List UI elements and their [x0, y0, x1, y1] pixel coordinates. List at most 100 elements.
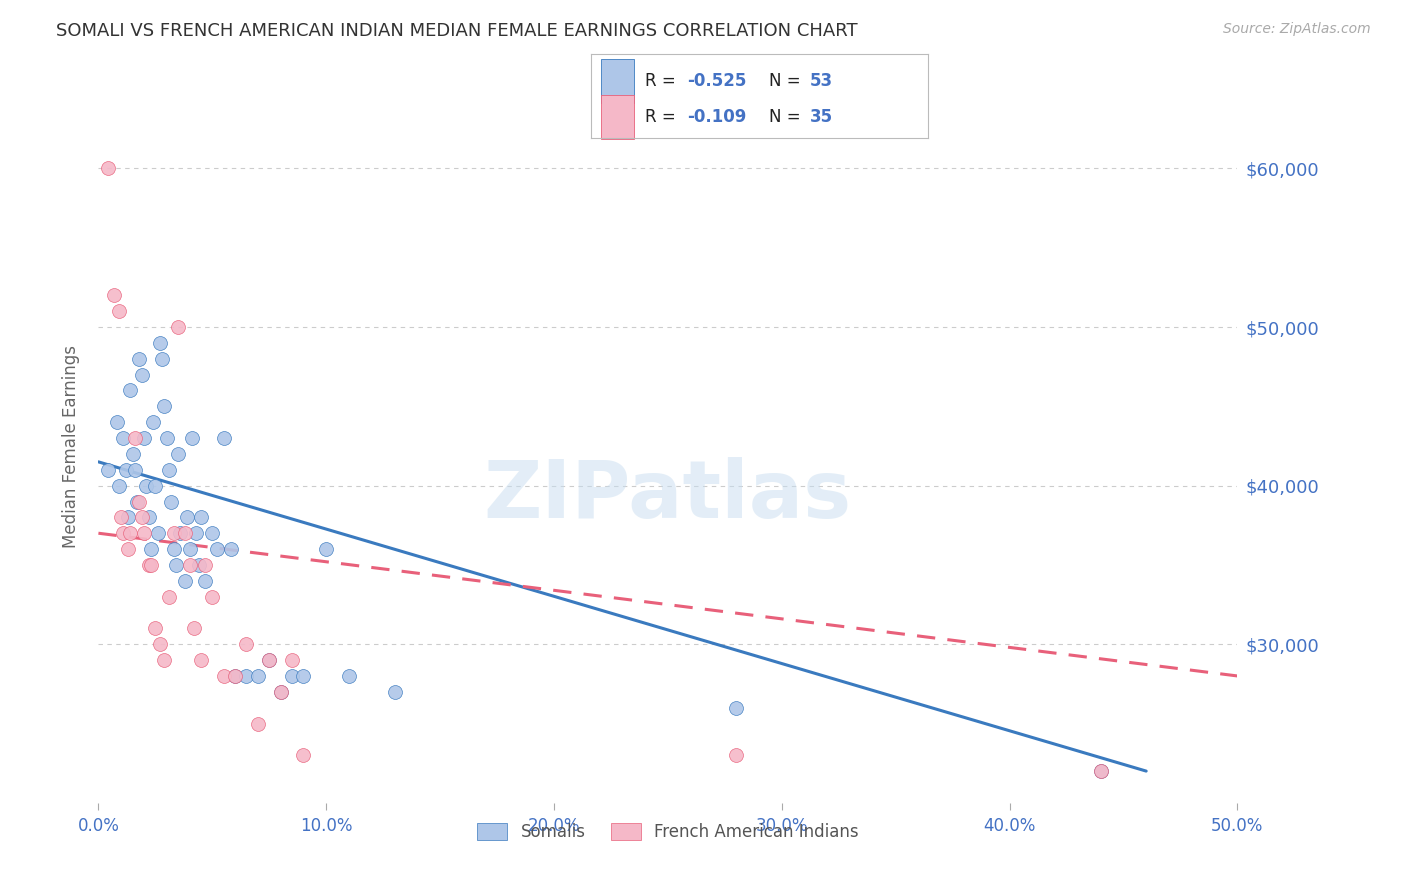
Point: [138, 510, 160, 524]
Text: R =: R =: [644, 108, 681, 126]
Point: [205, 542, 228, 557]
Point: [292, 748, 315, 763]
Y-axis label: Median Female Earnings: Median Female Earnings: [62, 344, 80, 548]
Point: [725, 748, 748, 763]
Point: [337, 669, 360, 683]
Text: R =: R =: [644, 71, 681, 89]
Point: [124, 463, 146, 477]
Point: [259, 653, 281, 667]
Point: [224, 669, 246, 683]
Point: [160, 494, 183, 508]
Point: [162, 542, 184, 557]
Point: [153, 653, 176, 667]
Point: [156, 431, 179, 445]
Point: [384, 685, 406, 699]
Point: [212, 669, 235, 683]
Point: [281, 669, 304, 683]
Text: SOMALI VS FRENCH AMERICAN INDIAN MEDIAN FEMALE EARNINGS CORRELATION CHART: SOMALI VS FRENCH AMERICAN INDIAN MEDIAN …: [56, 22, 858, 40]
Point: [190, 653, 212, 667]
Point: [186, 526, 208, 541]
Text: Source: ZipAtlas.com: Source: ZipAtlas.com: [1223, 22, 1371, 37]
Point: [174, 526, 197, 541]
Point: [281, 653, 304, 667]
Point: [246, 716, 269, 731]
Point: [153, 400, 176, 414]
Point: [114, 463, 136, 477]
Legend: Somalis, French American Indians: Somalis, French American Indians: [471, 816, 865, 848]
Point: [1090, 764, 1112, 778]
Point: [167, 320, 190, 334]
Point: [127, 494, 149, 508]
Point: [194, 574, 217, 588]
Point: [117, 542, 139, 557]
Point: [315, 542, 337, 557]
Point: [96, 161, 118, 176]
Point: [179, 542, 201, 557]
Point: [201, 526, 224, 541]
Point: [142, 415, 165, 429]
Point: [112, 431, 135, 445]
Point: [224, 669, 246, 683]
Text: N =: N =: [769, 71, 806, 89]
Point: [146, 526, 169, 541]
Point: [246, 669, 269, 683]
Point: [131, 368, 153, 382]
Point: [169, 526, 191, 541]
Point: [145, 621, 167, 635]
Point: [201, 590, 224, 604]
Point: [165, 558, 187, 572]
Point: [132, 431, 155, 445]
Point: [149, 637, 172, 651]
Point: [139, 558, 162, 572]
Point: [174, 574, 197, 588]
Point: [131, 510, 153, 524]
Point: [725, 700, 748, 714]
Point: [194, 558, 217, 572]
Point: [259, 653, 281, 667]
Point: [149, 335, 172, 350]
Point: [138, 558, 160, 572]
Text: N =: N =: [769, 108, 806, 126]
Point: [112, 526, 135, 541]
Point: [190, 510, 212, 524]
Text: -0.525: -0.525: [686, 71, 747, 89]
Text: -0.109: -0.109: [686, 108, 747, 126]
Point: [145, 478, 167, 492]
Point: [108, 304, 131, 318]
Point: [132, 526, 155, 541]
Point: [124, 431, 146, 445]
Point: [110, 510, 132, 524]
Point: [150, 351, 173, 366]
Point: [235, 669, 257, 683]
Point: [270, 685, 292, 699]
Point: [176, 510, 198, 524]
Point: [180, 431, 202, 445]
Point: [128, 351, 150, 366]
Point: [103, 288, 125, 302]
Point: [167, 447, 190, 461]
Point: [117, 510, 139, 524]
Point: [105, 415, 128, 429]
Text: 53: 53: [810, 71, 832, 89]
Point: [139, 542, 162, 557]
Point: [1090, 764, 1112, 778]
Point: [96, 463, 118, 477]
Point: [162, 526, 184, 541]
Point: [179, 558, 201, 572]
Point: [292, 669, 315, 683]
Text: ZIPatlas: ZIPatlas: [484, 457, 852, 535]
Point: [270, 685, 292, 699]
Bar: [600, 95, 634, 139]
Text: 35: 35: [810, 108, 832, 126]
Point: [120, 526, 142, 541]
Point: [121, 447, 143, 461]
Point: [187, 558, 209, 572]
Point: [219, 542, 242, 557]
Point: [235, 637, 257, 651]
Point: [157, 463, 180, 477]
Point: [212, 431, 235, 445]
Bar: [600, 59, 634, 103]
Point: [183, 621, 205, 635]
Point: [135, 478, 157, 492]
Point: [120, 384, 142, 398]
